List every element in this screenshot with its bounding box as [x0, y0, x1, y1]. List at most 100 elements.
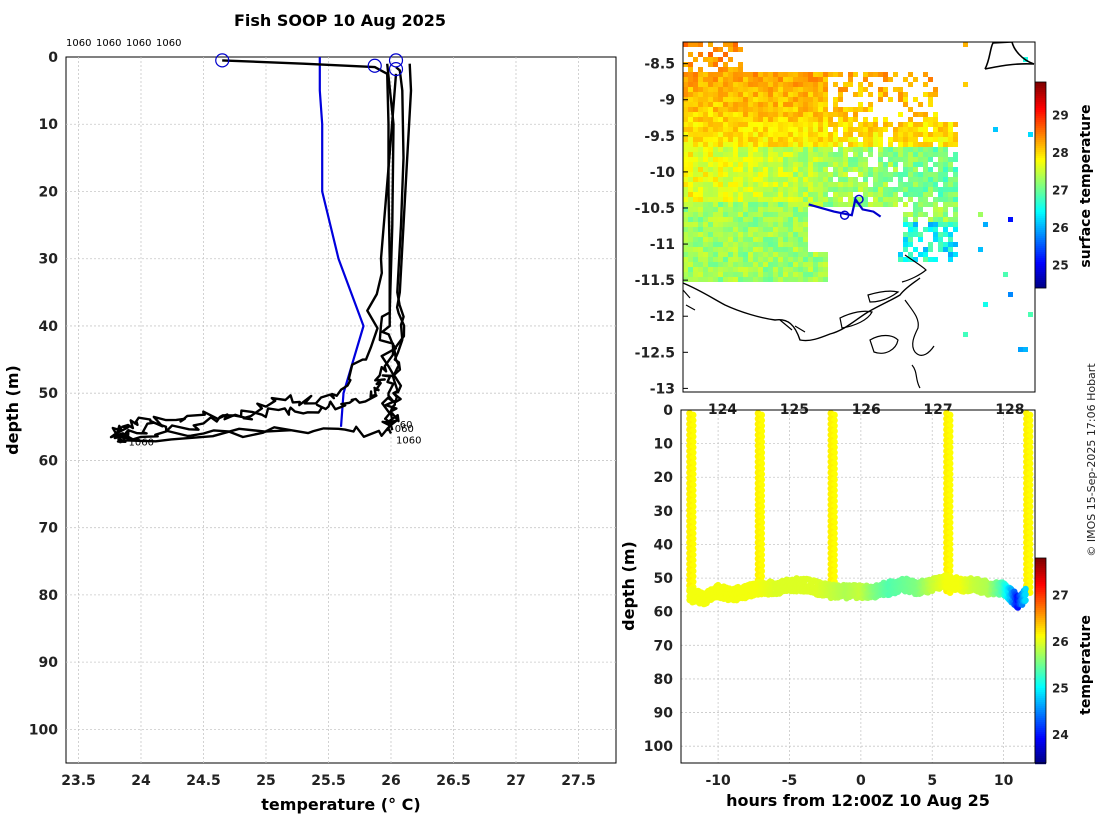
sst-cell — [828, 137, 833, 142]
sst-cell — [753, 207, 758, 212]
sst-cell — [713, 197, 718, 202]
sst-cell — [688, 252, 693, 257]
sst-cell — [738, 67, 743, 72]
profile-series-cast-B — [384, 66, 405, 431]
sst-cell — [823, 72, 828, 77]
sst-cell — [728, 47, 733, 52]
sst-cell — [863, 172, 868, 177]
sst-cell — [943, 162, 948, 167]
sst-cell — [953, 122, 958, 127]
sst-cell — [688, 97, 693, 102]
sst-cell — [933, 152, 938, 157]
sst-colorbar-segment — [1035, 274, 1046, 277]
sst-cell — [1028, 132, 1033, 137]
sst-cell — [748, 72, 753, 77]
sst-cell — [878, 187, 883, 192]
profile-xtick-label: 24.5 — [186, 773, 221, 789]
sst-cell — [693, 97, 698, 102]
sst-cell — [758, 182, 763, 187]
sst-cell — [813, 157, 818, 162]
sst-cell — [923, 252, 928, 257]
temp-colorbar-segment — [1035, 570, 1046, 573]
temp-colorbar-segment — [1035, 654, 1046, 657]
sst-cell — [723, 102, 728, 107]
sst-colorbar-segment — [1035, 248, 1046, 251]
temp-colorbar-segment — [1035, 732, 1046, 735]
sst-cell — [758, 217, 763, 222]
sst-cell — [943, 137, 948, 142]
sst-cell — [793, 92, 798, 97]
sst-cell — [713, 77, 718, 82]
sst-cell — [723, 82, 728, 87]
sst-cell — [763, 92, 768, 97]
sst-cell — [833, 97, 838, 102]
sst-cell — [903, 222, 908, 227]
sst-cell — [743, 142, 748, 147]
sst-cell — [898, 152, 903, 157]
sst-colorbar-segment — [1035, 108, 1046, 111]
sst-cell — [933, 227, 938, 232]
sst-cell — [863, 177, 868, 182]
sst-cell — [693, 137, 698, 142]
sst-cell — [738, 222, 743, 227]
profile-annotation: 060 — [395, 424, 414, 435]
sst-cell — [803, 122, 808, 127]
sst-cell — [943, 132, 948, 137]
sst-cell — [713, 237, 718, 242]
sst-cell — [828, 147, 833, 152]
sst-cell — [693, 42, 698, 47]
sst-cell — [913, 132, 918, 137]
temp-colorbar-segment — [1035, 576, 1046, 579]
sst-cell — [933, 202, 938, 207]
sst-cell — [1008, 217, 1013, 222]
sst-cell — [753, 192, 758, 197]
sst-cell — [848, 197, 853, 202]
sst-cell — [693, 207, 698, 212]
sst-cell — [823, 137, 828, 142]
sst-cell — [813, 107, 818, 112]
sst-cell — [798, 72, 803, 77]
sst-cell — [683, 112, 688, 117]
sst-cell — [778, 107, 783, 112]
sst-cell — [733, 222, 738, 227]
sst-cell — [773, 87, 778, 92]
sst-cell — [698, 87, 703, 92]
sst-cell — [748, 122, 753, 127]
sst-cell — [718, 167, 723, 172]
sst-cell — [733, 197, 738, 202]
sst-cell — [693, 277, 698, 282]
sst-cell — [773, 242, 778, 247]
sst-cell — [693, 82, 698, 87]
sst-cell — [838, 97, 843, 102]
sst-cell — [913, 207, 918, 212]
sst-cell — [778, 142, 783, 147]
sst-cell — [773, 112, 778, 117]
sst-cell — [753, 112, 758, 117]
sst-cell — [738, 102, 743, 107]
sst-cell — [903, 142, 908, 147]
sst-cell — [898, 132, 903, 137]
sst-cell — [713, 92, 718, 97]
sst-cell — [768, 112, 773, 117]
sst-cell — [718, 117, 723, 122]
sst-cell — [953, 137, 958, 142]
sst-cell — [823, 252, 828, 257]
sst-cell — [808, 117, 813, 122]
sst-cell — [718, 212, 723, 217]
sst-cell — [728, 87, 733, 92]
sst-cell — [763, 132, 768, 137]
sst-cell — [738, 212, 743, 217]
sst-cell — [908, 187, 913, 192]
sst-cell — [813, 82, 818, 87]
sst-colorbar-segment — [1035, 144, 1046, 147]
sst-colorbar-segment — [1035, 280, 1046, 283]
sst-cell — [813, 147, 818, 152]
sst-cell — [753, 212, 758, 217]
sst-cell — [803, 172, 808, 177]
sst-cell — [693, 217, 698, 222]
sst-cell — [773, 127, 778, 132]
sst-cell — [748, 147, 753, 152]
sst-cell — [738, 132, 743, 137]
section-xtick-label: -5 — [782, 773, 798, 789]
sst-cell — [833, 182, 838, 187]
